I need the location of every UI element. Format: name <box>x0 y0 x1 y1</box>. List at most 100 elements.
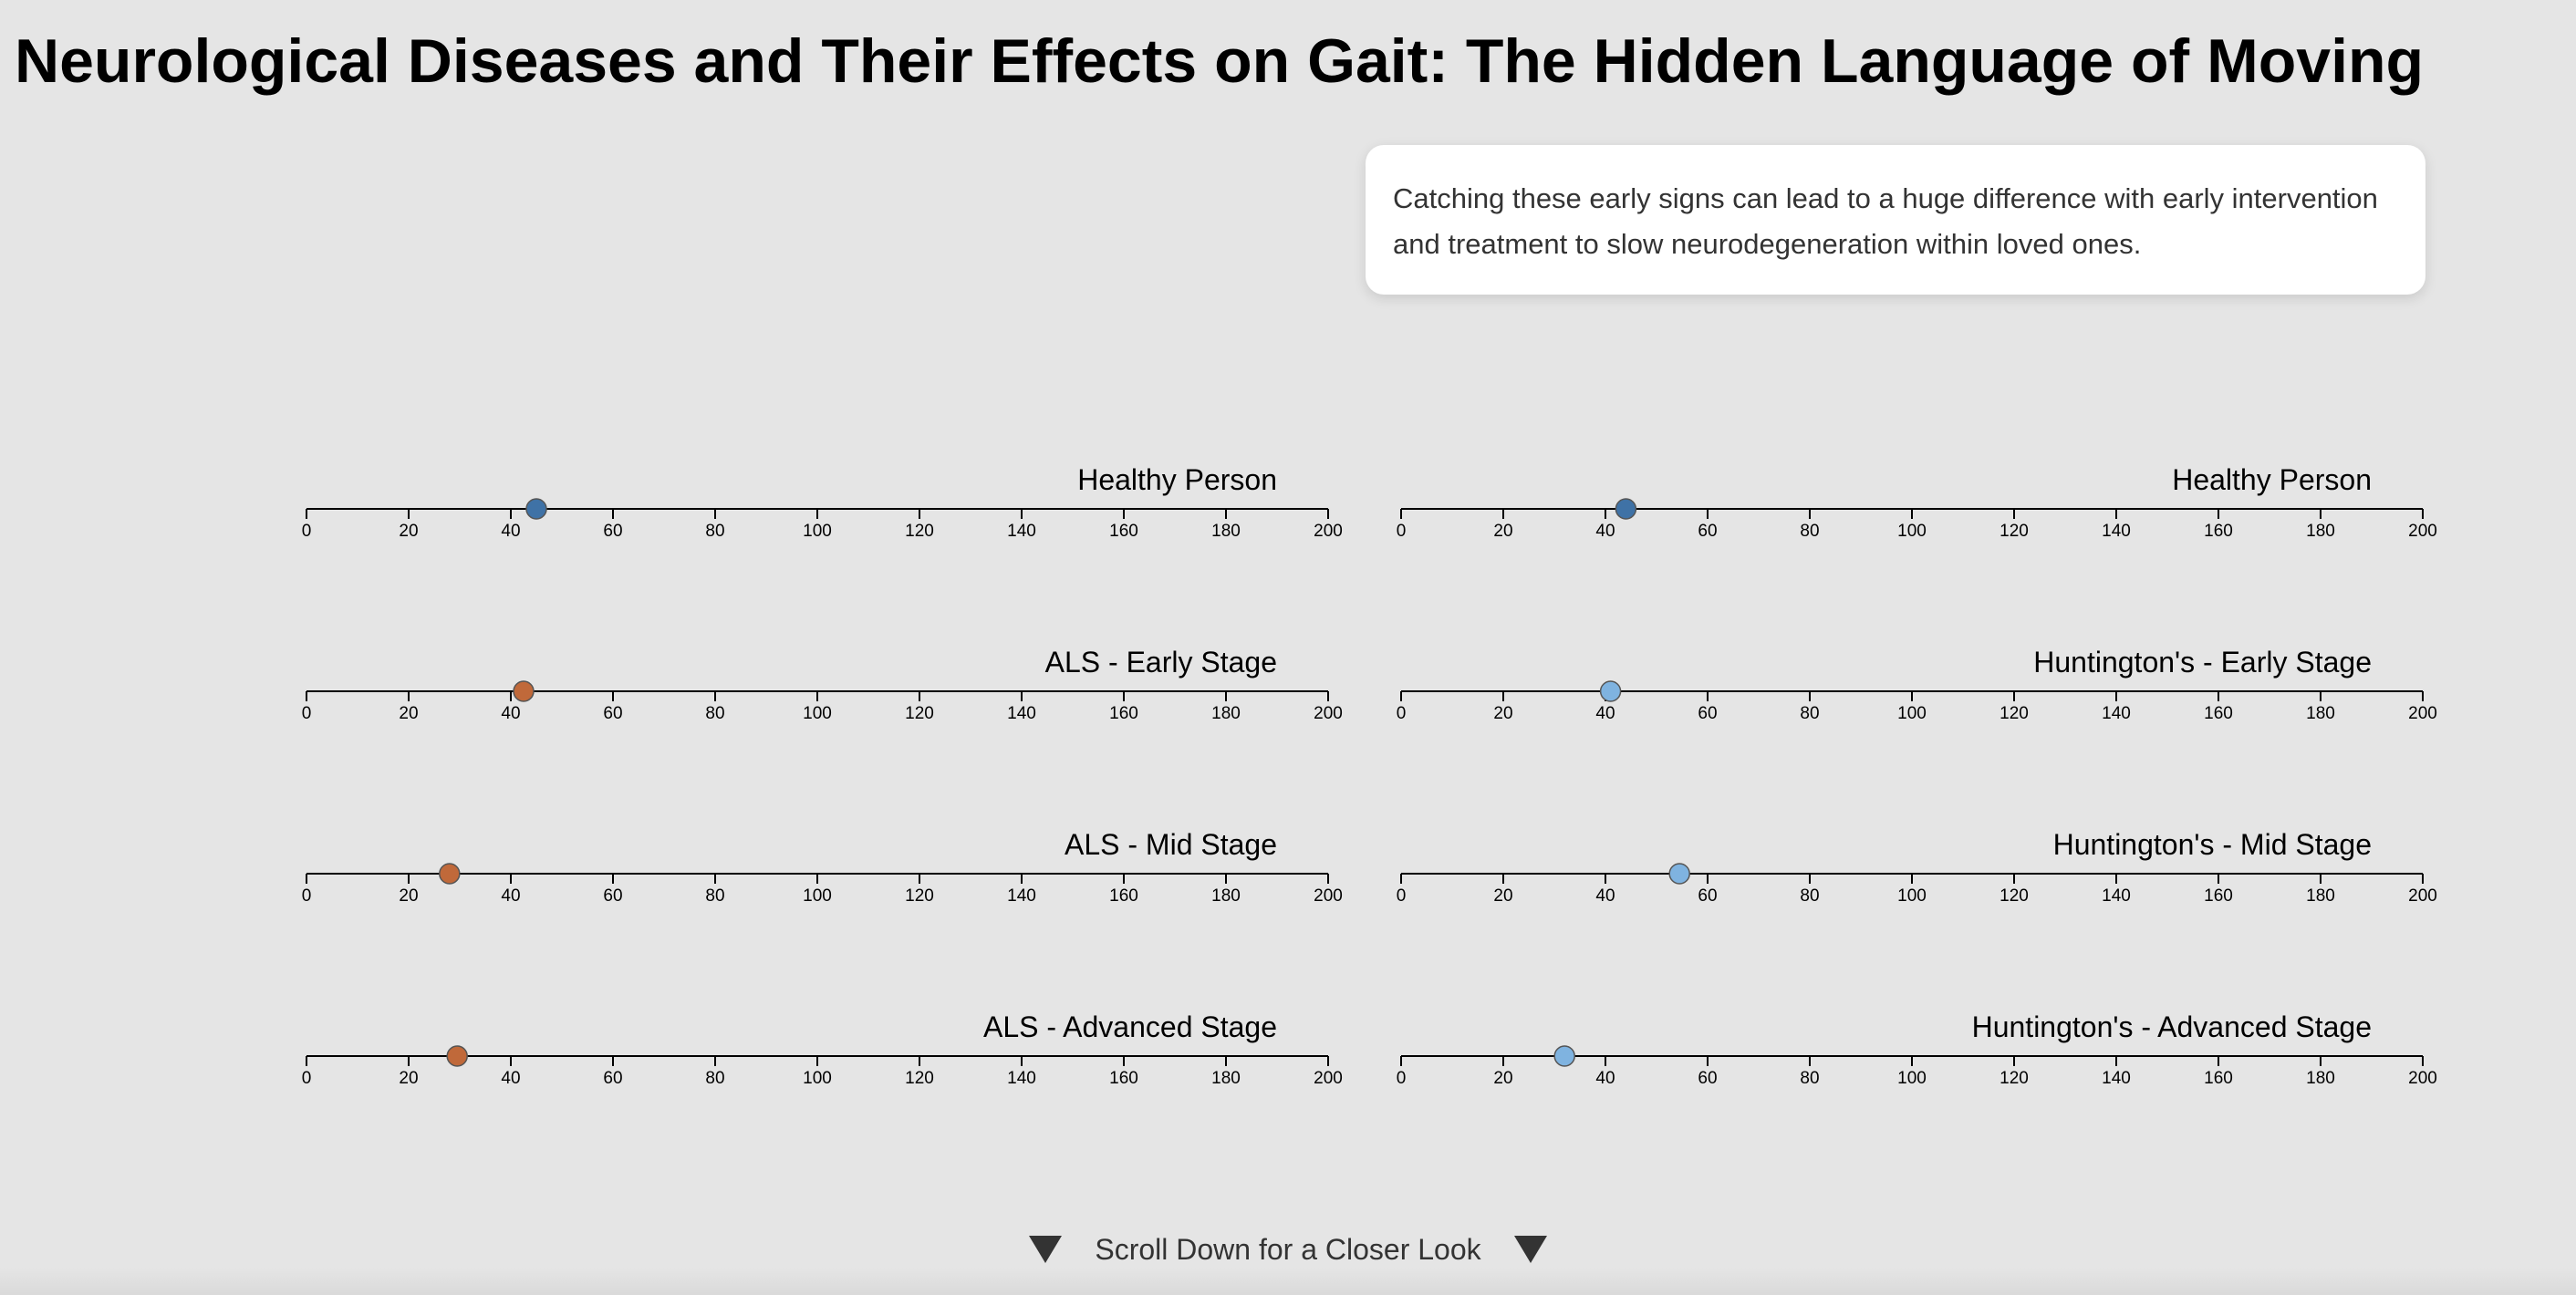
strip-chart: Huntington's - Early Stage 0 20 40 60 80 100 12… <box>1397 646 2437 723</box>
x-tick-label: 200 <box>1314 886 1343 906</box>
x-tick-label: 200 <box>1314 1069 1343 1088</box>
x-tick-label: 40 <box>1595 1069 1615 1088</box>
x-tick-label: 140 <box>1007 886 1036 906</box>
x-tick-label: 0 <box>302 1069 312 1088</box>
page-title: Neurological Diseases and Their Effects … <box>15 26 2425 96</box>
strip-chart: ALS - Mid Stage 0 20 40 60 80 100 120 140 160 180 2… <box>302 828 1343 906</box>
x-tick-label: 80 <box>1800 704 1819 723</box>
gait-strip-charts: Healthy Person 0 20 40 60 80 100 120 140 160 180 20… <box>302 463 2437 1088</box>
bottom-shade <box>0 1268 2576 1295</box>
chart-title: ALS - Advanced Stage <box>983 1010 1277 1043</box>
x-tick-label: 0 <box>1397 886 1407 906</box>
x-tick-label: 140 <box>1007 522 1036 541</box>
data-point[interactable] <box>446 1045 468 1067</box>
x-tick-label: 160 <box>1109 1069 1138 1088</box>
x-tick-label: 200 <box>1314 704 1343 723</box>
x-tick-label: 100 <box>803 704 832 723</box>
x-tick-label: 120 <box>905 1069 934 1088</box>
x-tick-label: 40 <box>501 704 520 723</box>
x-tick-label: 140 <box>2102 886 2131 906</box>
x-tick-label: 180 <box>1211 1069 1241 1088</box>
x-tick-label: 120 <box>2000 522 2029 541</box>
x-tick-label: 60 <box>1698 886 1717 906</box>
x-tick-label: 200 <box>2408 704 2437 723</box>
x-tick-label: 120 <box>905 886 934 906</box>
x-tick-label: 180 <box>2306 704 2335 723</box>
x-tick-label: 40 <box>1595 886 1615 906</box>
x-tick-label: 60 <box>1698 522 1717 541</box>
x-tick-label: 140 <box>2102 522 2131 541</box>
x-tick-label: 80 <box>1800 886 1819 906</box>
x-tick-label: 20 <box>399 522 418 541</box>
x-tick-label: 180 <box>1211 522 1241 541</box>
x-tick-label: 40 <box>501 886 520 906</box>
arrow-down-icon <box>1029 1236 1063 1263</box>
x-tick-label: 20 <box>1493 886 1512 906</box>
x-tick-label: 80 <box>705 1069 724 1088</box>
strip-chart: Huntington's - Advanced Stage 0 20 40 60 80 10… <box>1397 1010 2437 1088</box>
x-tick-label: 160 <box>2204 522 2233 541</box>
x-tick-label: 100 <box>1897 886 1927 906</box>
x-tick-label: 140 <box>2102 704 2131 723</box>
x-tick-label: 0 <box>1397 522 1407 541</box>
x-tick-label: 120 <box>2000 1069 2029 1088</box>
x-tick-label: 40 <box>1595 522 1615 541</box>
data-point[interactable] <box>1553 1045 1575 1067</box>
x-tick-label: 200 <box>2408 1069 2437 1088</box>
chart-title: ALS - Early Stage <box>1045 646 1277 679</box>
x-tick-label: 140 <box>1007 704 1036 723</box>
data-point[interactable] <box>439 863 461 885</box>
x-tick-label: 60 <box>603 522 622 541</box>
strip-chart: ALS - Early Stage 0 20 40 60 80 100 120 140 160 18… <box>302 646 1343 723</box>
x-tick-label: 180 <box>2306 1069 2335 1088</box>
x-tick-label: 60 <box>603 704 622 723</box>
x-tick-label: 40 <box>501 1069 520 1088</box>
x-tick-label: 120 <box>905 522 934 541</box>
data-point[interactable] <box>1668 863 1690 885</box>
data-point[interactable] <box>1615 498 1637 520</box>
x-tick-label: 100 <box>803 886 832 906</box>
x-tick-label: 20 <box>1493 522 1512 541</box>
strip-chart: Healthy Person 0 20 40 60 80 100 120 140 160 180 20… <box>1397 463 2437 541</box>
x-tick-label: 140 <box>1007 1069 1036 1088</box>
x-tick-label: 180 <box>2306 522 2335 541</box>
chart-title: Healthy Person <box>1077 463 1277 496</box>
x-tick-label: 20 <box>399 886 418 906</box>
x-tick-label: 20 <box>399 704 418 723</box>
x-tick-label: 180 <box>1211 704 1241 723</box>
x-tick-label: 20 <box>399 1069 418 1088</box>
chart-title: Healthy Person <box>2172 463 2372 496</box>
x-tick-label: 180 <box>1211 886 1241 906</box>
scroll-cue[interactable]: Scroll Down for a Closer Look <box>0 1222 2576 1277</box>
x-tick-label: 20 <box>1493 1069 1512 1088</box>
x-tick-label: 80 <box>1800 1069 1819 1088</box>
x-tick-label: 80 <box>705 522 724 541</box>
x-tick-label: 0 <box>302 522 312 541</box>
x-tick-label: 160 <box>2204 704 2233 723</box>
data-point[interactable] <box>1599 680 1622 702</box>
x-tick-label: 100 <box>1897 522 1927 541</box>
x-tick-label: 80 <box>705 704 724 723</box>
x-tick-label: 0 <box>302 886 312 906</box>
x-tick-label: 80 <box>1800 522 1819 541</box>
strip-chart: Huntington's - Mid Stage 0 20 40 60 80 100 120 1… <box>1397 828 2437 906</box>
x-tick-label: 60 <box>1698 704 1717 723</box>
x-tick-label: 60 <box>603 1069 622 1088</box>
info-card: Catching these early signs can lead to a… <box>1366 145 2425 295</box>
data-point[interactable] <box>525 498 547 520</box>
chart-title: Huntington's - Advanced Stage <box>1972 1010 2372 1043</box>
x-tick-label: 200 <box>1314 522 1343 541</box>
x-tick-label: 160 <box>1109 886 1138 906</box>
strip-chart: ALS - Advanced Stage 0 20 40 60 80 100 120 140 16… <box>302 1010 1343 1088</box>
x-tick-label: 80 <box>705 886 724 906</box>
x-tick-label: 160 <box>2204 886 2233 906</box>
x-tick-label: 0 <box>1397 1069 1407 1088</box>
x-tick-label: 160 <box>1109 704 1138 723</box>
x-tick-label: 140 <box>2102 1069 2131 1088</box>
data-point[interactable] <box>513 680 535 702</box>
x-tick-label: 0 <box>1397 704 1407 723</box>
x-tick-label: 0 <box>302 704 312 723</box>
chart-title: ALS - Mid Stage <box>1065 828 1277 861</box>
x-tick-label: 100 <box>1897 704 1927 723</box>
x-tick-label: 40 <box>501 522 520 541</box>
